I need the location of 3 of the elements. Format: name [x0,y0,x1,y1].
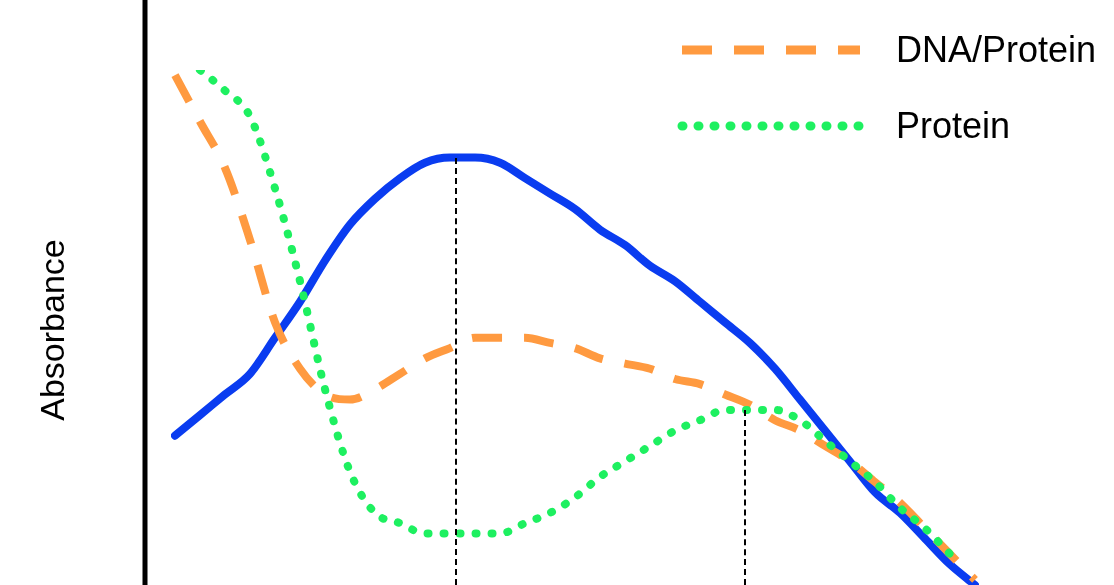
legend-label: DNA/Protein [895,29,1096,71]
y-axis-title: Absorbance [32,239,72,421]
legend-label: Protein [895,105,1010,147]
